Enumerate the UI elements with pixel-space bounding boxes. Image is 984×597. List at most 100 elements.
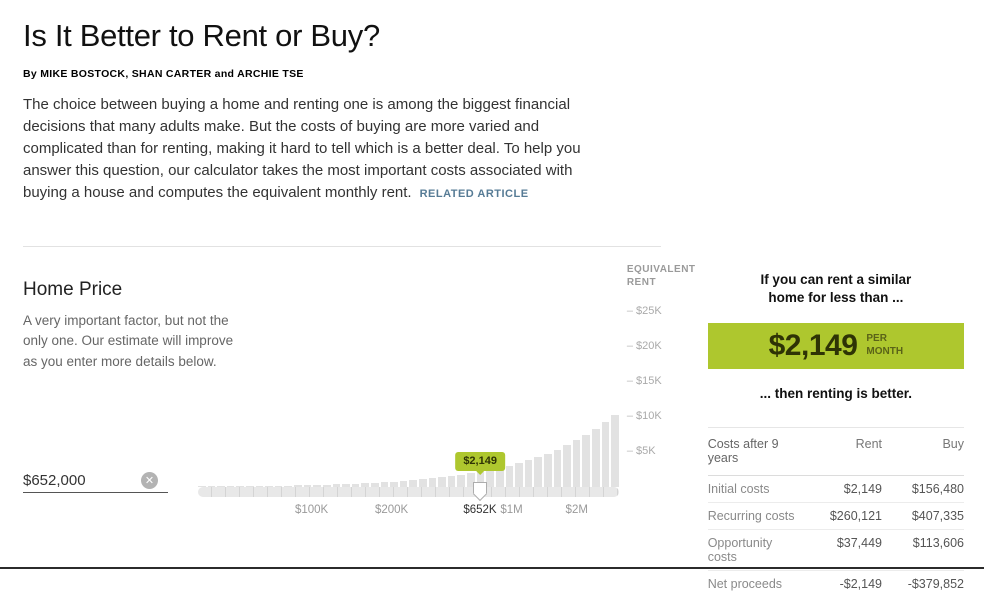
home-price-input[interactable] [23, 472, 141, 490]
y-axis: EQUIVALENT RENT $25K $20K $15K $10K $5K [627, 247, 696, 519]
costs-table: Costs after 9 years Rent Buy Initial cos… [707, 426, 964, 597]
rent-bar [399, 480, 408, 488]
rent-bar [611, 414, 619, 488]
rent-bar [428, 478, 437, 488]
byline: By MIKE BOSTOCK, SHAN CARTER and ARCHIE … [23, 68, 304, 80]
x-tick-200k: $200K [374, 504, 409, 517]
rent-bar [495, 467, 504, 488]
y-tick-10k: $10K [627, 410, 662, 422]
rent-bar [409, 480, 418, 488]
costs-title: Costs after 9 years [707, 436, 779, 465]
intro-text: The choice between buying a home and ren… [23, 96, 581, 202]
page-title: Is It Better to Rent or Buy? [23, 18, 380, 53]
rent-bar [543, 453, 552, 488]
rent-bar [486, 469, 494, 488]
rent-bar [284, 485, 293, 488]
rent-bar [601, 422, 610, 488]
rent-chart-column: $2,149 $100K $200K $652K $1M $2M [198, 247, 619, 521]
rent-chart: $2,149 [198, 305, 619, 495]
y-tick-25k: $25K [627, 305, 662, 317]
buy-value: $156,480 [911, 481, 964, 496]
result-headline: If you can rent a similar home for less … [760, 272, 912, 306]
price-slider-track[interactable] [198, 487, 619, 498]
rent-bar [438, 477, 446, 488]
y-tick-15k: $15K [627, 375, 662, 387]
x-tick-2m: $2M [565, 504, 588, 517]
price-tooltip: $2,149 [455, 452, 505, 472]
rent-bar [265, 485, 273, 488]
rent-bar [217, 486, 225, 488]
result-panel: If you can rent a similar home for less … [707, 247, 964, 597]
rent-bar [370, 482, 379, 488]
y-tick-20k: $20K [627, 340, 662, 352]
result-month-label: MONTH [866, 345, 904, 357]
rent-bar [591, 428, 600, 488]
rent-bars [198, 305, 619, 488]
rent-bar [572, 440, 581, 488]
rent-bar [447, 476, 456, 488]
rent-bar [361, 483, 369, 488]
rent-bar [226, 486, 235, 488]
intro-paragraph: The choice between buying a home and ren… [23, 94, 585, 204]
home-price-panel: Home Price A very important factor, but … [23, 247, 233, 519]
x-tick-selected: $652K [463, 504, 497, 517]
rent-bar [390, 481, 398, 488]
rent-bar [207, 486, 216, 488]
y-axis-title-line1: EQUIVALENT [626, 264, 696, 276]
rent-bar [534, 457, 542, 488]
rent-bar [515, 463, 523, 488]
rent-bar [505, 465, 514, 488]
result-box: $2,149 PER MONTH [707, 322, 964, 369]
rent-bar [476, 472, 485, 488]
rent-bar [457, 474, 466, 488]
x-axis: $100K $200K $652K $1M $2M [198, 497, 619, 521]
result-footline: ... then renting is better. [759, 385, 912, 401]
table-row: Initial costs $2,149 $156,480 [707, 476, 964, 503]
row-label: Opportunity costs [707, 535, 773, 564]
years-value[interactable]: 9 years [707, 436, 779, 465]
rent-bar [274, 485, 283, 488]
rent-value: $260,121 [829, 508, 882, 523]
rent-bar [342, 483, 350, 488]
table-row: Net proceeds -$2,149 -$379,852 [708, 571, 964, 597]
result-per-month: PER MONTH [866, 333, 903, 358]
y-axis-title: EQUIVALENT RENT [627, 263, 696, 289]
rent-bar [419, 479, 427, 488]
row-label: Recurring costs [707, 508, 795, 523]
costs-header-row: Costs after 9 years Rent Buy [707, 426, 964, 476]
buy-value: $407,335 [911, 508, 964, 523]
rent-bar [332, 484, 341, 488]
clear-input-icon[interactable]: ✕ [141, 472, 158, 490]
y-tick-5k: $5K [627, 445, 656, 457]
rent-bar [563, 445, 571, 488]
x-tick-1m: $1M [500, 504, 523, 517]
costs-col-buy: Buy [942, 436, 964, 451]
buy-value: -$379,852 [907, 576, 964, 591]
section-divider [23, 246, 661, 248]
home-price-input-wrap: ✕ [23, 472, 168, 494]
page-bottom-rule [0, 567, 984, 569]
home-price-title: Home Price [23, 279, 123, 301]
rent-bar [236, 486, 245, 488]
slider-handle[interactable] [473, 482, 488, 495]
rent-bar [313, 484, 321, 488]
calculator-section: Home Price A very important factor, but … [23, 247, 964, 596]
rent-bar [380, 482, 389, 488]
result-amount: $2,149 [768, 328, 858, 362]
y-axis-title-line2: RENT [626, 277, 657, 289]
row-label: Initial costs [707, 481, 770, 496]
rent-bar [467, 473, 475, 488]
rent-bar [351, 483, 360, 488]
rent-bar [255, 486, 264, 488]
rent-bar [246, 486, 254, 488]
rent-bar [322, 484, 331, 488]
rent-bar [198, 486, 206, 488]
table-row: Recurring costs $260,121 $407,335 [707, 503, 964, 530]
x-tick-100k: $100K [294, 504, 329, 517]
table-row: Opportunity costs $37,449 $113,606 [707, 530, 964, 571]
rent-bar [294, 485, 302, 488]
rent-value: $2,149 [843, 481, 882, 496]
related-article-link[interactable]: RELATED ARTICLE [419, 188, 529, 201]
result-per-label: PER [866, 333, 887, 345]
